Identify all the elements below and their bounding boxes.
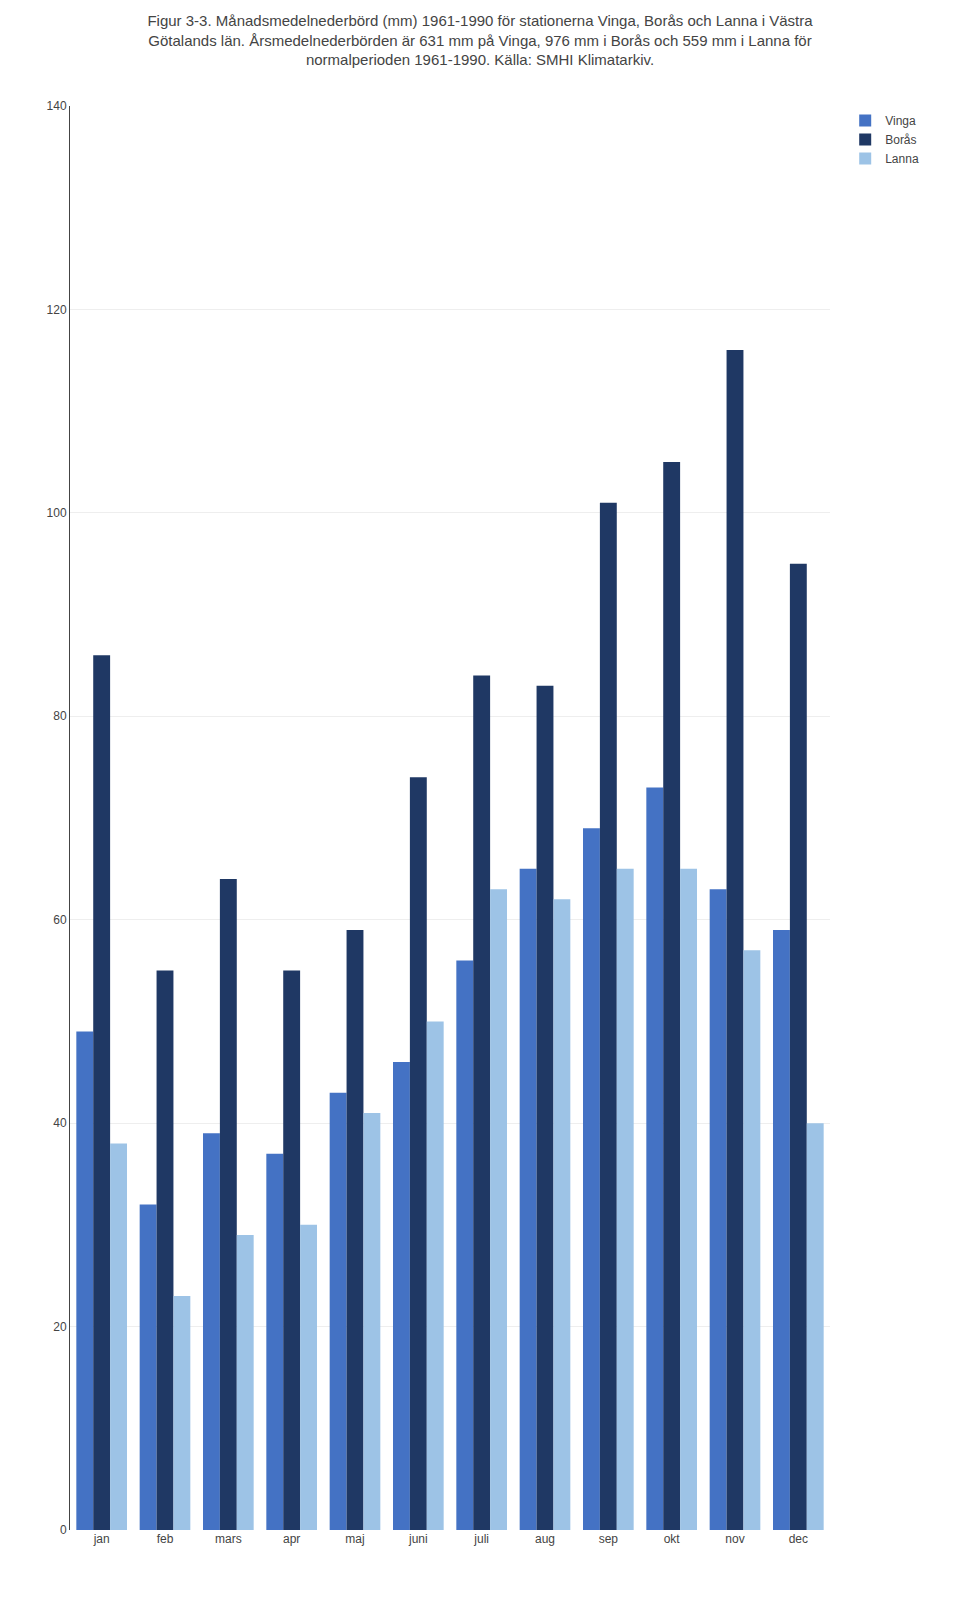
svg-text:60: 60 — [53, 913, 67, 927]
svg-text:jan: jan — [93, 1532, 110, 1546]
svg-text:0: 0 — [60, 1523, 67, 1537]
svg-text:mars: mars — [215, 1532, 242, 1546]
svg-text:dec: dec — [789, 1532, 808, 1546]
svg-text:100: 100 — [47, 506, 67, 520]
svg-text:80: 80 — [53, 709, 67, 723]
svg-text:140: 140 — [47, 99, 67, 113]
svg-text:Borås: Borås — [885, 133, 916, 147]
svg-text:feb: feb — [157, 1532, 174, 1546]
svg-text:juni: juni — [408, 1532, 428, 1546]
svg-text:juli: juli — [473, 1532, 489, 1546]
svg-text:okt: okt — [664, 1532, 681, 1546]
svg-text:Lanna: Lanna — [885, 152, 919, 166]
svg-text:40: 40 — [53, 1116, 67, 1130]
svg-text:20: 20 — [53, 1320, 67, 1334]
svg-text:apr: apr — [283, 1532, 300, 1546]
svg-text:nov: nov — [725, 1532, 744, 1546]
svg-text:maj: maj — [345, 1532, 364, 1546]
svg-text:Figur 3-3. Månadsmedelnederbör: Figur 3-3. Månadsmedelnederbörd (mm) 196… — [147, 12, 813, 68]
svg-text:Vinga: Vinga — [885, 114, 916, 128]
svg-text:aug: aug — [535, 1532, 555, 1546]
svg-text:sep: sep — [599, 1532, 619, 1546]
svg-text:120: 120 — [47, 303, 67, 317]
